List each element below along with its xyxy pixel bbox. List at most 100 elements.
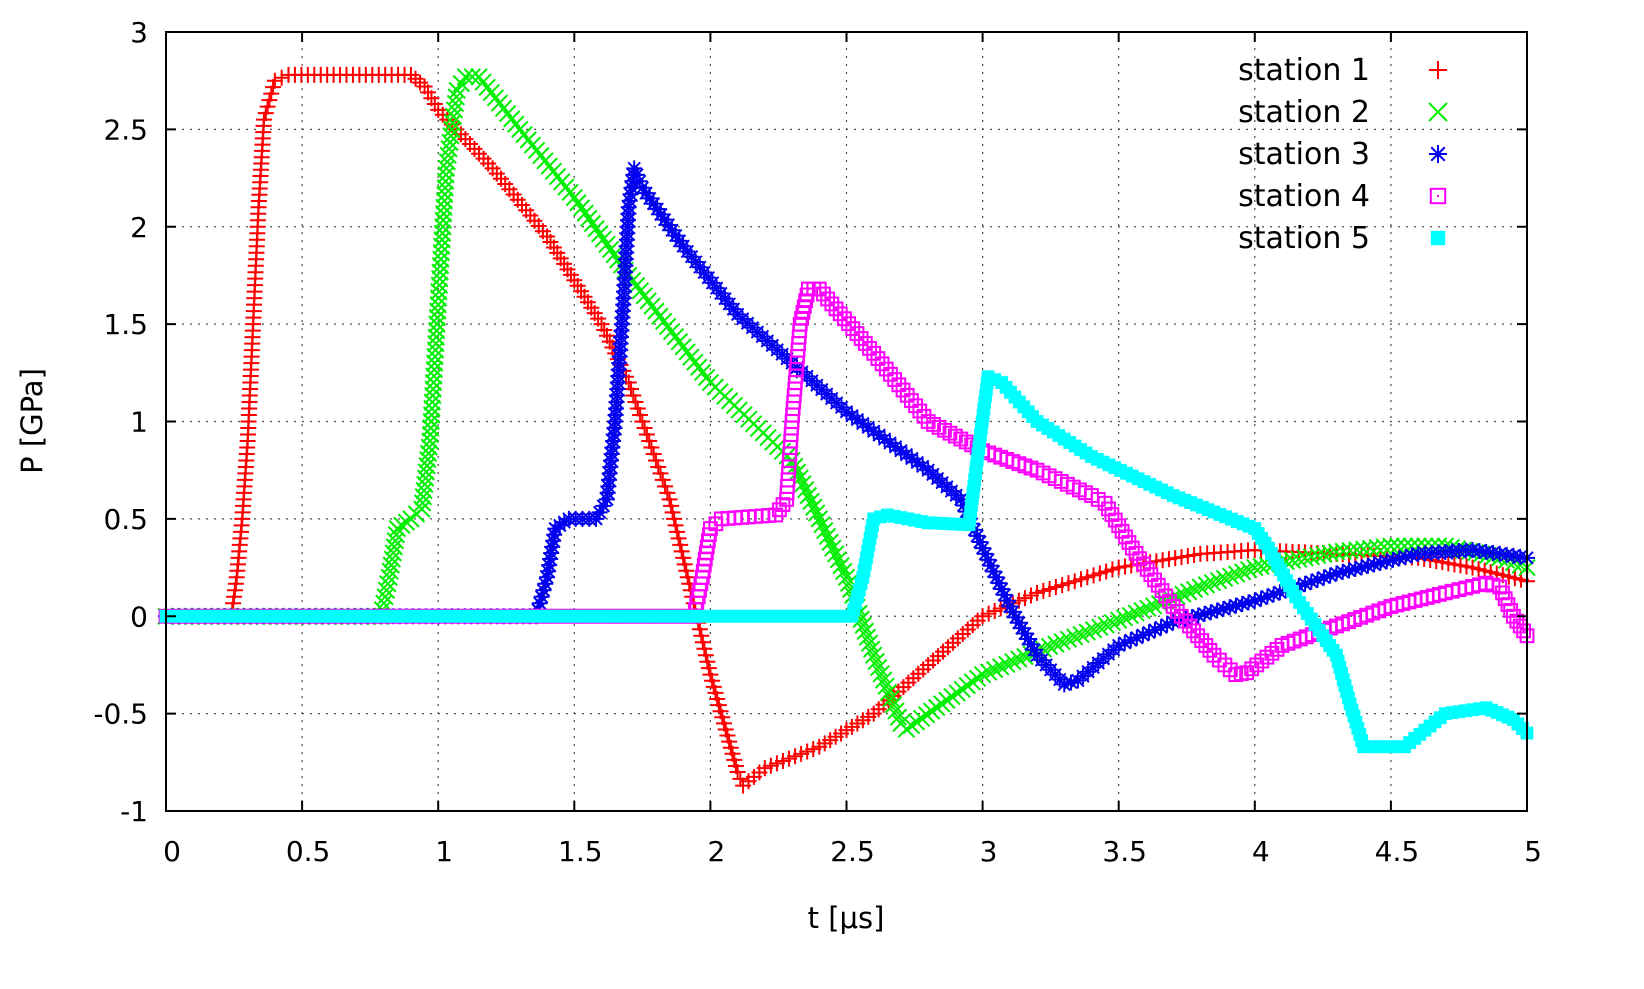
data-point (1116, 634, 1133, 651)
data-point (1022, 636, 1039, 653)
data-point (985, 660, 1004, 679)
data-point (679, 569, 696, 586)
data-point (623, 381, 640, 398)
data-point (794, 475, 812, 493)
legend-label: station 1 (1238, 53, 1370, 88)
data-point (904, 393, 919, 408)
data-point (427, 321, 446, 340)
data-point (1150, 577, 1166, 593)
data-point (541, 557, 558, 574)
data-point (899, 387, 915, 403)
data-point (1122, 632, 1139, 649)
data-point (832, 306, 848, 322)
data-point (1209, 571, 1228, 590)
data-point (697, 647, 714, 664)
data-point (1341, 562, 1358, 579)
legend-label: station 2 (1238, 95, 1370, 130)
data-point (433, 224, 452, 242)
x-tick-label: 1.5 (558, 835, 603, 868)
data-point (432, 244, 451, 262)
data-point (882, 434, 899, 451)
data-point (917, 706, 936, 724)
data-point (694, 634, 711, 651)
data-point (849, 326, 865, 341)
data-point (1132, 551, 1148, 567)
data-point (854, 415, 871, 432)
data-point (693, 627, 710, 644)
data-point (543, 544, 560, 561)
data-point (876, 431, 893, 448)
data-point (425, 367, 443, 385)
data-point (542, 551, 559, 568)
data-point (266, 72, 283, 89)
data-point (265, 79, 282, 96)
data-point (1159, 616, 1176, 633)
data-point (1072, 625, 1090, 644)
data-point (856, 622, 875, 640)
data-point (650, 458, 667, 475)
data-point (1196, 605, 1213, 622)
data-point (1361, 539, 1380, 558)
data-point (433, 231, 451, 249)
data-point (1391, 550, 1408, 567)
data-point (835, 562, 853, 581)
data-point (874, 356, 890, 372)
x-tick-label: 4.5 (1375, 835, 1420, 868)
data-point (1186, 623, 1201, 639)
data-point (871, 427, 888, 444)
series-station-5 (159, 370, 1534, 754)
data-point (1185, 580, 1204, 599)
data-point (1334, 563, 1351, 580)
data-point (634, 413, 651, 430)
data-point (816, 286, 831, 302)
data-point (1165, 614, 1182, 631)
legend-marker (1429, 145, 1447, 163)
data-point (1249, 657, 1265, 673)
data-point (892, 442, 909, 459)
data-point (426, 341, 445, 359)
data-point (897, 720, 916, 738)
data-point (638, 426, 655, 443)
y-tick-label: 2 (130, 211, 148, 244)
data-point (537, 575, 554, 592)
data-point (891, 377, 907, 393)
data-point (1265, 586, 1282, 603)
data-point (424, 386, 442, 405)
data-point (870, 351, 886, 366)
data-point (1202, 604, 1219, 621)
data-point (1143, 567, 1159, 583)
x-tick-label: 0 (163, 835, 181, 868)
data-point (1150, 594, 1169, 613)
data-point (1139, 561, 1155, 577)
data-point (1334, 542, 1352, 560)
legend-label: station 5 (1238, 221, 1370, 256)
data-point (980, 551, 997, 568)
x-tick-label: 0.5 (286, 835, 331, 868)
data-point (387, 525, 406, 544)
data-point (1007, 609, 1024, 626)
data-point (428, 308, 447, 327)
data-point (933, 695, 951, 713)
data-point (860, 419, 877, 436)
data-point (973, 665, 992, 684)
data-point (667, 227, 684, 244)
data-point (1246, 592, 1263, 609)
data-point (427, 328, 445, 346)
data-point (1227, 565, 1246, 583)
data-point (867, 652, 885, 671)
data-point (1158, 588, 1174, 604)
data-point (645, 445, 662, 462)
data-point (1059, 630, 1078, 649)
data-point (652, 465, 669, 482)
data-point (1026, 641, 1043, 658)
data-point (729, 764, 746, 781)
data-point (659, 484, 676, 501)
data-point (996, 586, 1013, 603)
data-point (1341, 541, 1359, 560)
data-point (539, 569, 556, 586)
data-point (670, 530, 687, 547)
data-point (874, 671, 893, 689)
data-point (1233, 563, 1252, 581)
data-point (802, 492, 820, 511)
